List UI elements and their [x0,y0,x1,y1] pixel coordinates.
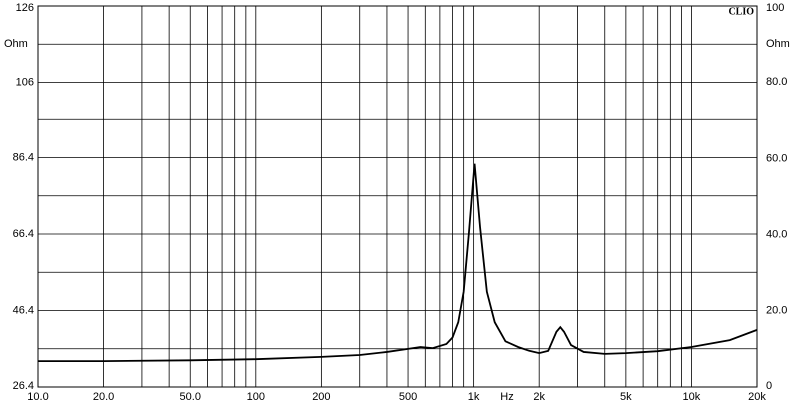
x-tick-label: 20.0 [93,391,114,403]
y-tick-label: 86.4 [13,151,34,163]
y-unit: Ohm [4,38,28,50]
y2-tick-label: 80.0 [766,76,787,88]
x-tick-label: 100 [247,391,265,403]
y2-unit: Ohm [766,38,790,50]
x-tick-label: 50.0 [180,391,201,403]
x-tick-label: 10k [683,391,701,403]
x-unit: Hz [500,391,513,403]
brand: CLIO [728,6,754,17]
x-tick-label: 1k [468,391,480,403]
y2-tick-label: 100 [766,2,784,14]
x-tick-label: 10.0 [27,391,48,403]
x-tick-label: 500 [399,391,417,403]
plot-frame [37,5,758,388]
x-tick-label: 2k [533,391,545,403]
y2-tick-label: 60.0 [766,152,787,164]
y2-tick-label: 20.0 [766,305,787,317]
y-tick-label: 126 [16,2,34,14]
x-tick-label: 5k [620,391,632,403]
x-tick-label: 20k [748,391,766,403]
y-tick-label: 26.4 [13,380,34,392]
y2-tick-label: 0 [766,380,772,392]
y2-tick-label: 40.0 [766,229,787,241]
x-tick-label: 200 [312,391,330,403]
y-tick-label: 46.4 [13,304,34,316]
impedance-curve [38,163,758,362]
y-tick-label: 106 [16,76,34,88]
y-tick-label: 66.4 [13,228,34,240]
